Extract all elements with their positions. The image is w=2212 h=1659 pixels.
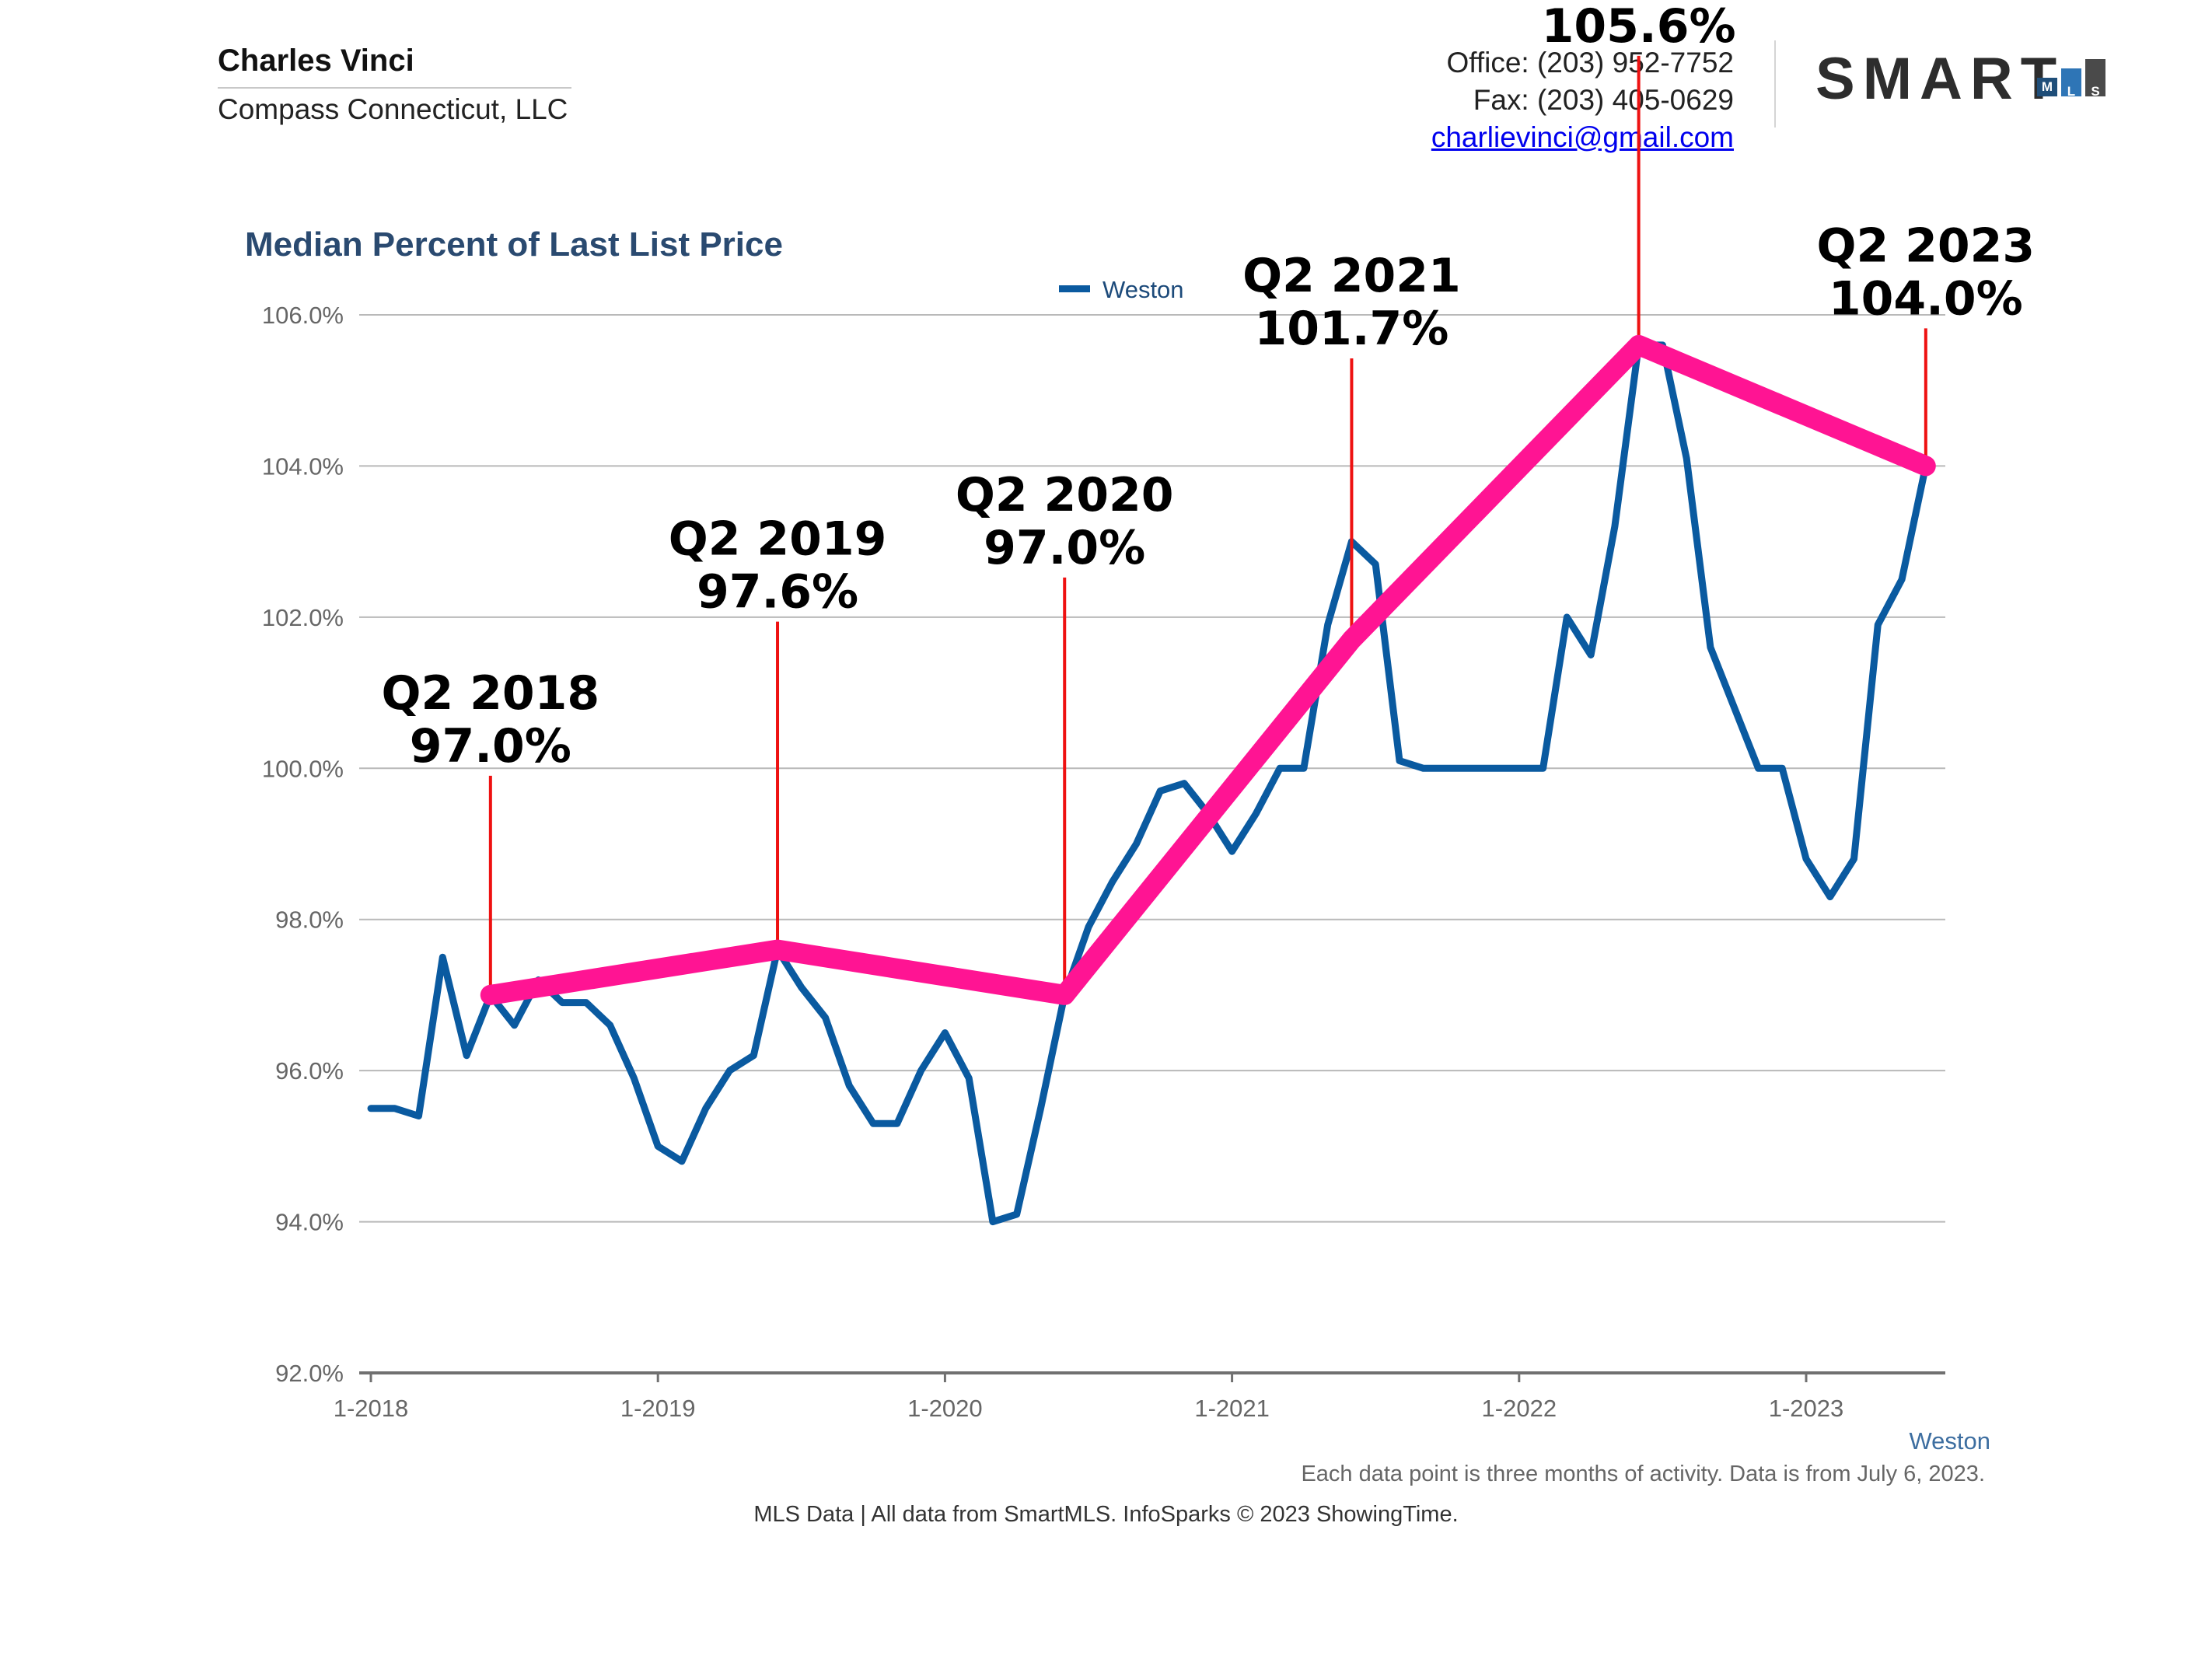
- data-note: Each data point is three months of activ…: [1301, 1462, 1985, 1486]
- annotation-quarter: Q2 2023: [1817, 218, 2036, 273]
- logo-block-m: M: [2037, 78, 2057, 96]
- agent-name: Charles Vinci: [218, 44, 414, 78]
- annotation-quarter: Q2 2019: [669, 512, 887, 567]
- annotation-quarter: Q2 2018: [382, 666, 600, 721]
- logo-block-s: S: [2085, 59, 2105, 99]
- annotation-quarter: Q2 2020: [956, 468, 1174, 522]
- smartmls-logo: SMART: [1815, 46, 2065, 112]
- x-tick-label: 1-2020: [907, 1395, 983, 1422]
- agent-divider: [218, 87, 571, 89]
- annotation-value: 104.0%: [1829, 271, 2023, 326]
- annotation-value: 101.7%: [1254, 302, 1448, 356]
- y-tick-label: 106.0%: [262, 302, 344, 329]
- gridlines: [359, 314, 1945, 1223]
- fax-number: Fax: (203) 405-0629: [1473, 84, 1734, 116]
- legend[interactable]: Weston: [1059, 276, 1184, 303]
- logo-block-l: L: [2061, 68, 2081, 99]
- email-link[interactable]: charlievinci@gmail.com: [1431, 121, 1734, 153]
- x-axis-name: Weston: [1909, 1427, 1990, 1455]
- annotation-value: 97.0%: [410, 719, 571, 774]
- x-tick-label: 1-2023: [1769, 1395, 1844, 1422]
- y-axis-ticks: 92.0% 94.0% 96.0% 98.0% 100.0% 102.0% 104.0% 10…: [262, 302, 344, 1387]
- office-phone: Office: (203) 952-7752: [1446, 47, 1734, 79]
- header-divider: [1774, 40, 1776, 127]
- annotation-quarter: Q2 2022: [1529, 0, 1748, 1]
- legend-swatch: [1059, 285, 1090, 292]
- y-tick-label: 94.0%: [275, 1209, 344, 1236]
- y-tick-label: 98.0%: [275, 906, 344, 934]
- y-tick-label: 96.0%: [275, 1057, 344, 1084]
- x-axis: 1-2018 1-2019 1-2020 1-2021 1-2022 1-2023: [334, 1371, 1945, 1422]
- y-tick-label: 92.0%: [275, 1360, 344, 1387]
- annotation-value: 97.0%: [984, 521, 1145, 575]
- y-tick-label: 102.0%: [262, 604, 344, 631]
- x-tick-label: 1-2018: [334, 1395, 409, 1422]
- x-tick-label: 1-2019: [620, 1395, 696, 1422]
- y-tick-label: 100.0%: [262, 755, 344, 782]
- annotation-quarter: Q2 2021: [1242, 249, 1461, 303]
- y-tick-label: 104.0%: [262, 452, 344, 480]
- chart-title: Median Percent of Last List Price: [245, 225, 783, 264]
- x-tick-label: 1-2022: [1482, 1395, 1557, 1422]
- x-tick-label: 1-2021: [1194, 1395, 1270, 1422]
- highlight-trend-line: [480, 334, 1936, 1005]
- footer-credit: MLS Data | All data from SmartMLS. InfoS…: [753, 1502, 1459, 1527]
- smartmls-logo-blocks: M L S: [2037, 59, 2105, 99]
- agent-company: Compass Connecticut, LLC: [218, 93, 568, 125]
- annotation-value: 105.6%: [1542, 0, 1736, 54]
- legend-label: Weston: [1103, 276, 1184, 303]
- annotation-value: 97.6%: [697, 565, 858, 620]
